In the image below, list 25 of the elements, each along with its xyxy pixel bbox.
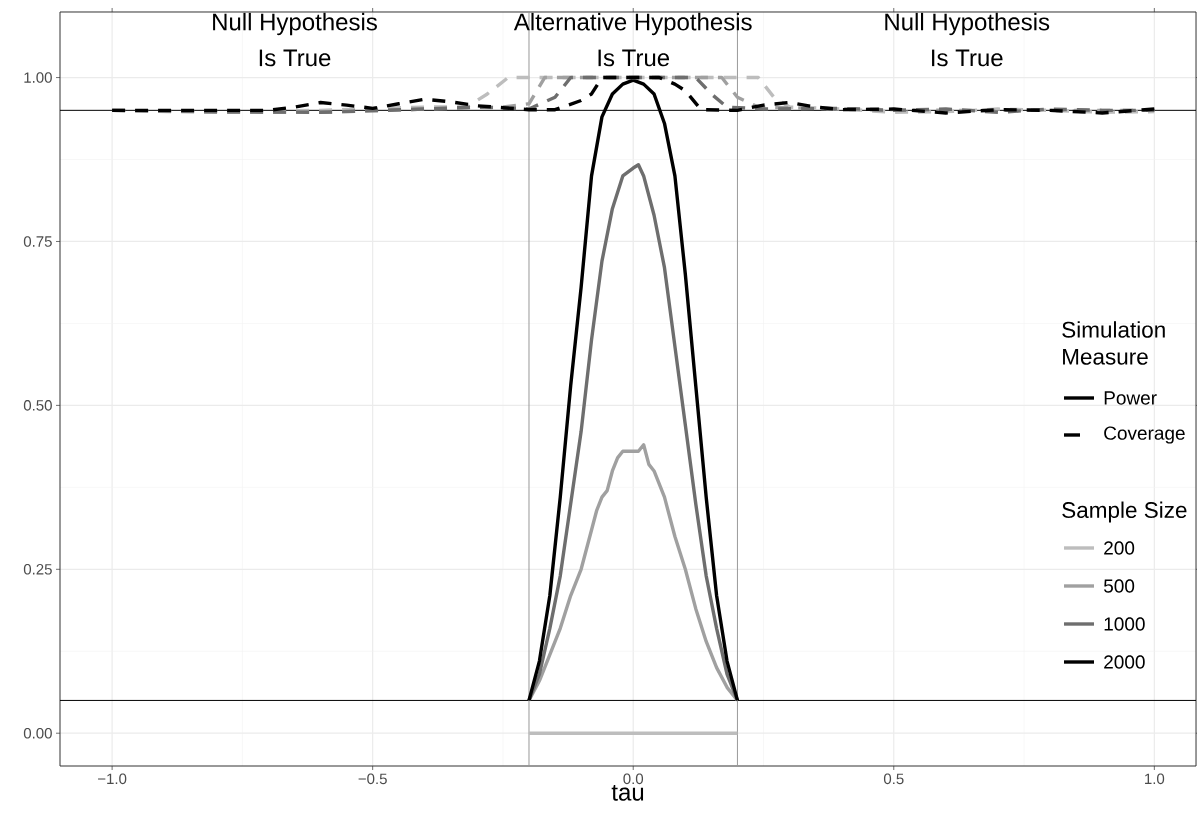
y-tick-label: 0.50: [23, 400, 52, 411]
annotation: Is True: [259, 49, 331, 67]
y-tick-label: 1.00: [24, 72, 52, 83]
y-tick-label: 0.25: [23, 564, 52, 575]
x-tick-label: 0.5: [883, 773, 904, 785]
annotation: Null Hypothesis: [885, 12, 1050, 36]
y-tick-label: 0.00: [23, 727, 52, 739]
x-tick-label: 0.0: [623, 773, 644, 785]
annotation: Power: [1104, 391, 1157, 405]
annotation: Is True: [932, 49, 1003, 67]
annotation: Is True: [598, 49, 670, 67]
y-tick-label: 0.75: [23, 236, 52, 247]
annotation: Null Hypothesis: [213, 12, 377, 36]
legend-label: 500: [1103, 579, 1135, 593]
legend-label: 1000: [1104, 617, 1145, 631]
x-tick-label: −1.0: [98, 773, 127, 785]
annotation: Coverage: [1104, 426, 1185, 444]
legend-label: 2000: [1104, 655, 1145, 669]
x-tick-label: −0.5: [358, 773, 387, 785]
annotation: Simulation Measure: [1062, 321, 1165, 365]
legend-label: 200: [1104, 541, 1135, 555]
annotation: Alternative Hypothesis: [513, 12, 752, 36]
legend-title: Sample Size: [1062, 501, 1187, 523]
x-axis-title: tau: [611, 784, 644, 801]
x-tick-label: 1.0: [1145, 773, 1165, 785]
